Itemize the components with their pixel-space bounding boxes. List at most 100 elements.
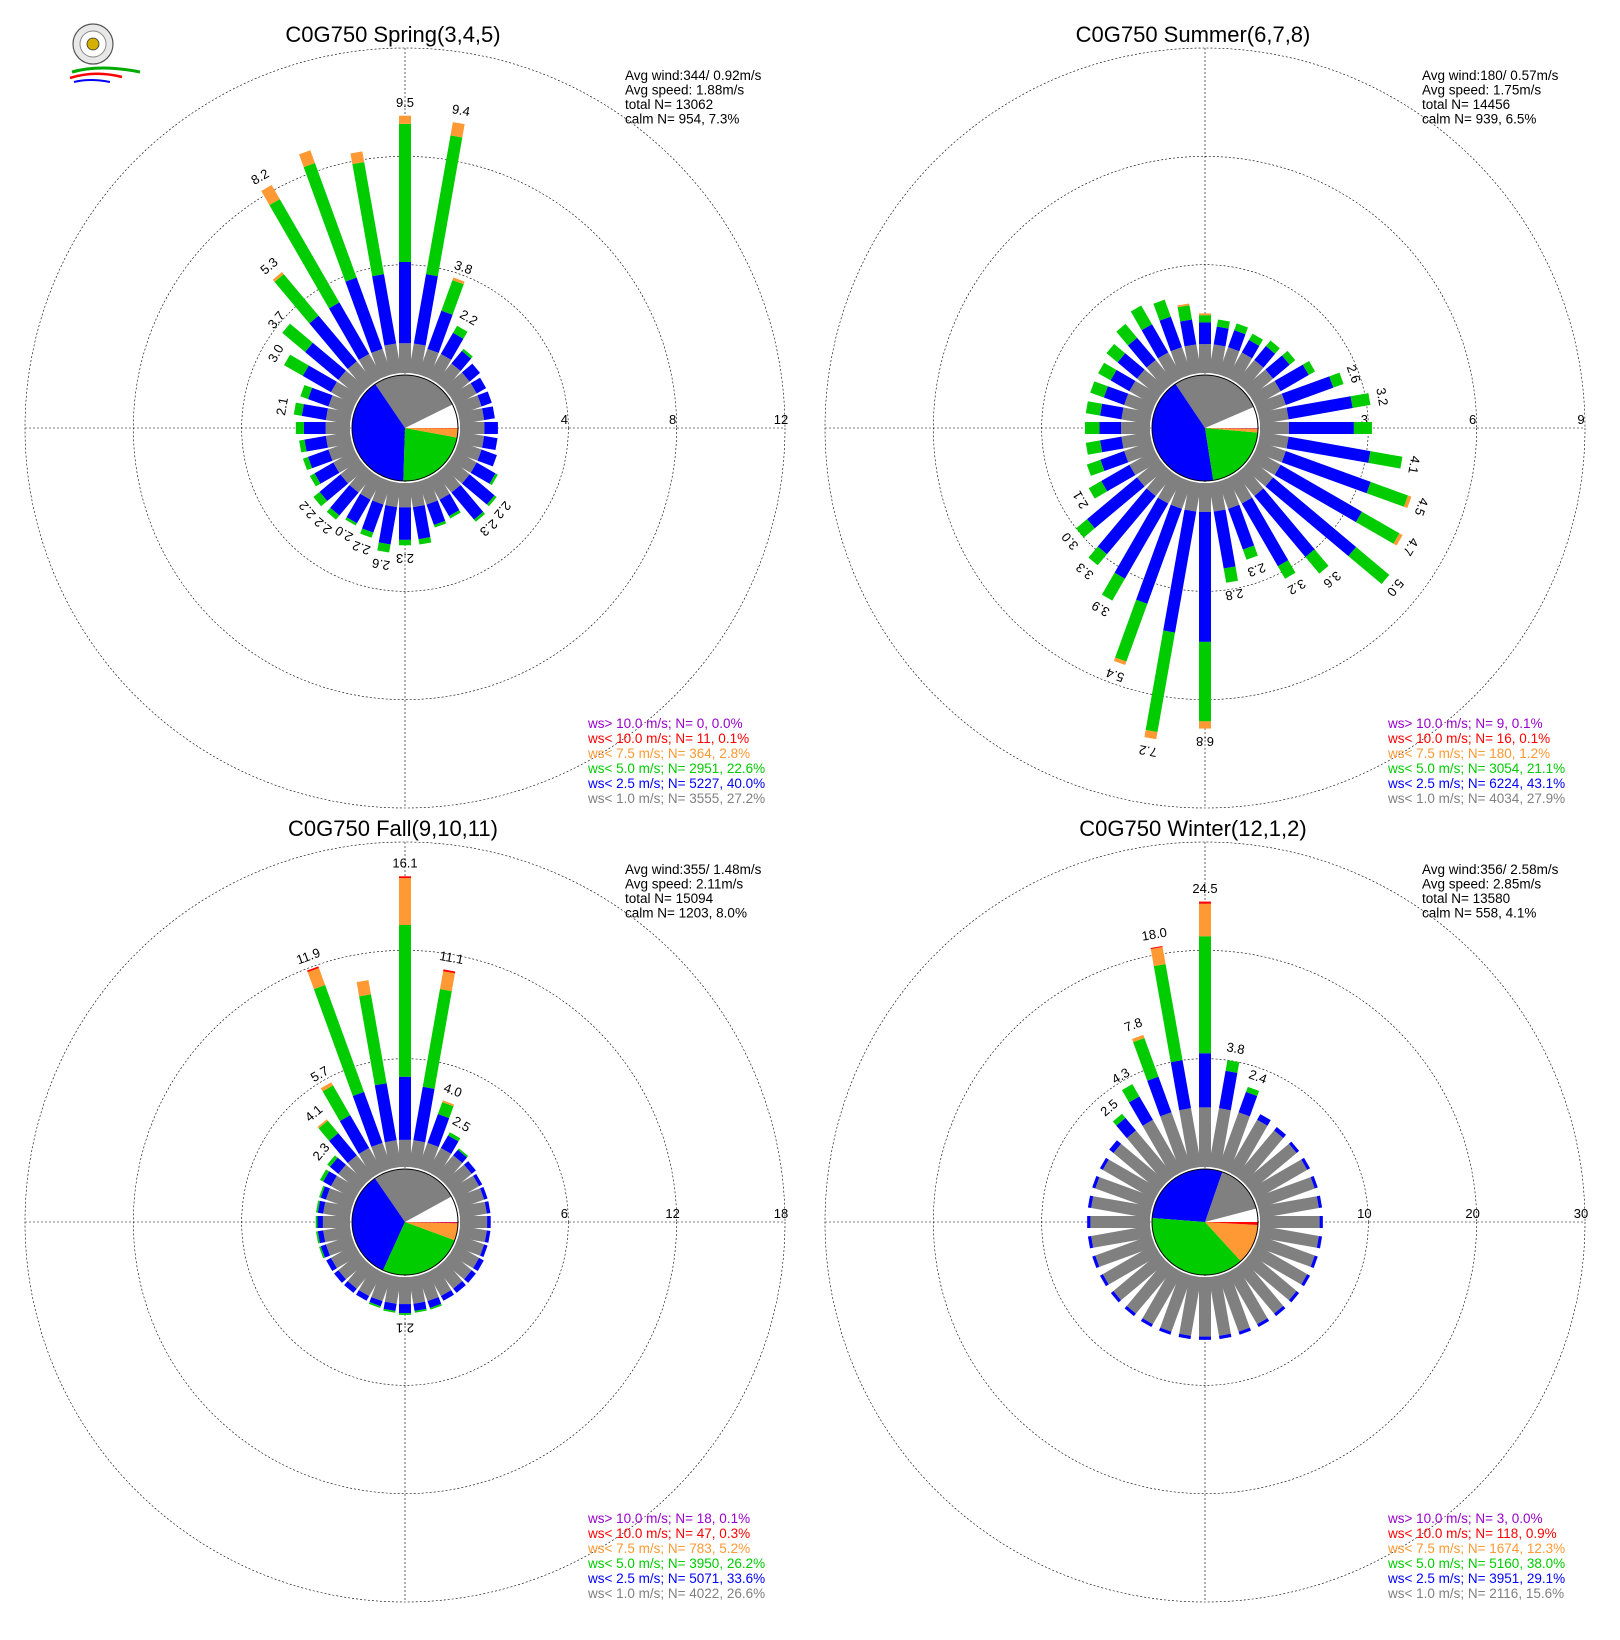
bar-segment (347, 1155, 375, 1184)
bar-segment (1274, 464, 1362, 523)
bar-segment (408, 1140, 426, 1169)
bar-segment (284, 354, 309, 376)
bar-segment (1106, 343, 1126, 363)
bar-segment (1126, 1260, 1175, 1314)
pie-slice (1205, 1222, 1258, 1225)
bar-segment (1180, 319, 1197, 347)
bar-segment (1102, 1244, 1161, 1285)
bar-label: 5.7 (308, 1063, 331, 1085)
bar-label: 9.5 (396, 95, 414, 110)
stats-line: calm N= 939, 6.5% (1422, 112, 1536, 127)
bar-segment (439, 493, 460, 517)
bar-segment (326, 507, 340, 520)
bar-segment (480, 1187, 488, 1200)
bar-segment (457, 1148, 469, 1158)
bar-segment (307, 387, 333, 407)
bar-segment (422, 988, 452, 1089)
bar-segment (1258, 1196, 1319, 1219)
chart-title: C0G750 Summer(6,7,8) (1076, 22, 1311, 47)
ring-label: 18 (774, 1206, 788, 1221)
bar-segment (1208, 1108, 1231, 1169)
bar-segment (1127, 337, 1156, 368)
bar-segment (1208, 1275, 1231, 1336)
bar-segment (1218, 1070, 1238, 1111)
legend-entry: ws< 2.5 m/s; N= 5071, 33.6% (587, 1571, 765, 1586)
bar-segment (1242, 545, 1258, 560)
bar-segment (1257, 1318, 1270, 1328)
bar-segment (1102, 1159, 1161, 1200)
bar-segment (377, 542, 391, 553)
bar-segment (1243, 458, 1274, 487)
bar-segment (374, 1083, 397, 1143)
bar-segment (1112, 1113, 1126, 1126)
bar-segment (300, 385, 313, 400)
bar-label: 2.5 (450, 1113, 473, 1135)
ring-label: 6 (1469, 412, 1476, 427)
ring-label: 8 (669, 412, 676, 427)
bar-segment (350, 151, 365, 165)
bar-segment (319, 1185, 325, 1198)
bar-segment (435, 363, 461, 390)
bar-segment (448, 510, 461, 519)
legend-entry: ws> 10.0 m/s; N= 0, 0.0% (587, 716, 743, 731)
bar-segment (1146, 359, 1175, 390)
bar-segment (1101, 572, 1125, 601)
bar-segment (1243, 369, 1274, 398)
bar-segment (1329, 372, 1344, 388)
bar-segment (356, 1290, 370, 1301)
legend-entry: ws> 10.0 m/s; N= 3, 0.0% (1387, 1511, 1543, 1526)
bar-segment (427, 310, 453, 353)
bar-segment (1248, 333, 1263, 346)
bar-segment (317, 1200, 326, 1214)
bar-segment (458, 1201, 487, 1219)
severe-storm-lab-logo-icon (69, 23, 141, 83)
bar-segment (418, 477, 438, 505)
bar-segment (1245, 1086, 1260, 1097)
bar-segment (426, 500, 446, 526)
bar-segment (352, 162, 384, 277)
bar-segment (269, 199, 340, 309)
bar-segment (1113, 657, 1127, 665)
bar-segment (1218, 1333, 1232, 1340)
bar-segment (1086, 459, 1105, 476)
bar-segment (1109, 1140, 1122, 1153)
bar-segment (1254, 488, 1315, 557)
bar-segment (418, 537, 432, 545)
bar-segment (1316, 1195, 1323, 1209)
bar-segment (451, 350, 472, 372)
pie-outline (351, 374, 459, 482)
bar-segment (330, 1175, 361, 1200)
ring-label: 20 (1465, 1206, 1479, 1221)
bar-segment (1142, 1119, 1183, 1178)
legend-entry: ws< 1.0 m/s; N= 2116, 15.6% (1387, 1586, 1564, 1601)
pie-slice (405, 1222, 458, 1224)
bar-segment (458, 1225, 487, 1243)
wind-rose-panel: 10 20 30 24.5 3.82.4 2.5 4.3 7.8 18.0 C0G750 Wint… (824, 816, 1588, 1603)
stats-line: calm N= 1203, 8.0% (625, 906, 747, 921)
bar-segment (1179, 1108, 1202, 1169)
bar-label: 3.6 (1321, 568, 1344, 591)
bar-segment (349, 466, 375, 493)
bar-segment (1144, 730, 1158, 740)
bar-label: 3.8 (1225, 1039, 1245, 1057)
bar-segment (309, 473, 321, 487)
bar-segment (325, 408, 352, 425)
bar-segment (1225, 1060, 1240, 1073)
stats-line: Avg wind:180/ 0.57m/s (1422, 68, 1559, 83)
bar-segment (1090, 381, 1108, 398)
pie-slice (405, 428, 458, 438)
bar-segment (1110, 1291, 1122, 1303)
bar-segment (338, 1252, 367, 1280)
bar-segment (413, 1086, 435, 1143)
bar-segment (1153, 964, 1183, 1063)
bar-segment (477, 449, 497, 467)
bar-segment (449, 1175, 480, 1200)
bar-segment (1126, 1130, 1175, 1184)
pie-slice (1175, 374, 1254, 428)
bar-segment (319, 1246, 325, 1259)
bar-segment (1213, 509, 1236, 569)
bar-segment (1218, 347, 1240, 379)
bar-segment (449, 1244, 480, 1269)
bar-segment (1288, 1291, 1300, 1303)
bar-segment (418, 348, 439, 379)
